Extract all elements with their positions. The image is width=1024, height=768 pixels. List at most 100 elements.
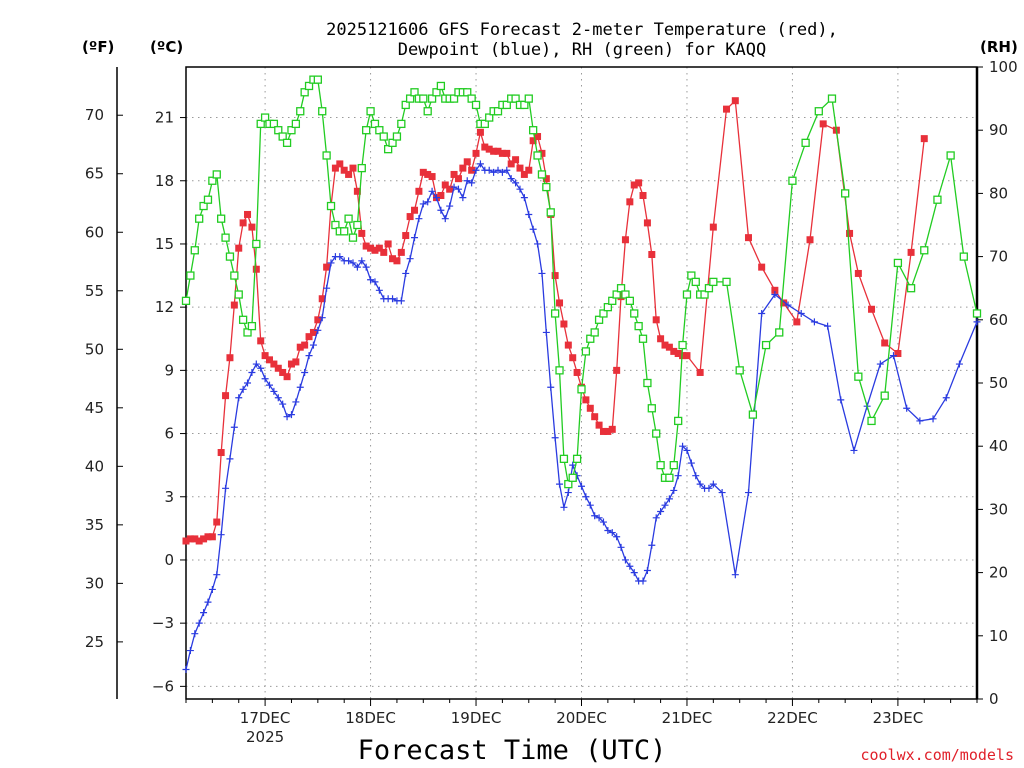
dewpoint-point [973, 318, 981, 326]
temperature-point [551, 272, 559, 280]
temperature-point [731, 97, 739, 105]
temperature-point [626, 198, 634, 206]
temperature-point [560, 320, 568, 328]
dewpoint-point [876, 360, 884, 368]
rh-point [854, 372, 863, 381]
temperature-point [538, 149, 546, 157]
temperature-point [349, 164, 357, 172]
rh-point [550, 309, 560, 318]
rh-point [827, 94, 837, 103]
dewpoint-point [683, 446, 691, 454]
dewpoint-point [630, 569, 638, 577]
dewpoint-point [411, 234, 419, 242]
rh-point [674, 416, 683, 426]
rh-point [480, 119, 489, 129]
dewpoint-point [503, 166, 511, 174]
temperature-point [213, 518, 221, 526]
dewpoint-point [305, 352, 313, 360]
rh-point [203, 195, 213, 204]
rh-point [577, 385, 586, 394]
temperature-point [507, 160, 515, 168]
rh-point [405, 94, 415, 103]
dewpoint-point [371, 278, 379, 286]
celsius-tick-label: 15 [155, 235, 174, 253]
rh-point [647, 404, 656, 413]
rh-point [704, 284, 714, 293]
dewpoint-point [490, 168, 498, 176]
dewpoint-point [538, 269, 546, 277]
credit-label: coolwx.com/models [860, 746, 1014, 764]
rh-point [243, 328, 252, 337]
rh-point [388, 138, 397, 147]
celsius-tick-label: 3 [164, 488, 174, 506]
temperature-point [780, 299, 788, 307]
rh-point [933, 195, 942, 204]
dewpoint-point [424, 198, 432, 206]
temperature-point [556, 299, 564, 307]
rh-point [217, 214, 226, 223]
dewpoint-point [665, 495, 673, 503]
rh-point [392, 132, 402, 141]
dewpoint-point [327, 259, 335, 267]
rh-point [195, 214, 204, 223]
dewpoint-point [498, 168, 506, 176]
dewpoint-point [494, 166, 502, 174]
dewpoint-point [463, 177, 471, 185]
dewpoint-point [525, 210, 533, 218]
temperature-point [446, 185, 454, 193]
rh-point [643, 378, 652, 388]
fahrenheit-tick-label: 30 [85, 574, 104, 592]
rh-point [533, 151, 542, 160]
rh-point [801, 138, 810, 147]
temperature-point [336, 160, 344, 168]
temperature-point [564, 341, 572, 349]
temperature-point [402, 232, 410, 240]
temperature-point [696, 368, 704, 376]
temperature-point [665, 343, 673, 351]
temperature-point [406, 213, 414, 221]
dewpoint-point [459, 194, 467, 202]
temperature-point [582, 396, 590, 404]
temperature-point [358, 229, 366, 237]
rh-point [401, 100, 410, 110]
temperature-point [608, 425, 616, 433]
rh-tick-label: 50 [989, 374, 1008, 392]
dewpoint-point [226, 455, 234, 463]
rh-tick-label: 10 [989, 627, 1008, 645]
dewpoint-point [230, 423, 238, 431]
dewpoint-point [191, 630, 199, 638]
x-tick-label: 17DEC [240, 709, 291, 727]
rh-point [282, 138, 292, 147]
rh-point [687, 271, 696, 280]
temperature-point [415, 187, 423, 195]
dewpoint-point [265, 381, 273, 389]
rh-point [546, 208, 555, 217]
dewpoint-point [604, 526, 612, 534]
temperature-point [411, 206, 419, 214]
rh-point [665, 473, 674, 482]
dewpoint-point [186, 647, 194, 655]
rh-point [326, 201, 336, 211]
rh-point [256, 119, 265, 129]
rh-point [383, 145, 393, 154]
dewpoint-point [406, 255, 414, 263]
rh-point [313, 75, 322, 84]
dewpoint-point [516, 185, 524, 193]
rh-point [247, 321, 257, 331]
dewpoint-point [578, 482, 585, 490]
dewpoint-point [696, 480, 704, 488]
temperature-point [217, 449, 225, 457]
dewpoint-point [670, 486, 678, 494]
temperature-point [481, 143, 489, 151]
dewpoint-point [621, 556, 629, 564]
rh-point [880, 391, 889, 400]
rh-point [529, 126, 538, 135]
rh-point [397, 119, 406, 129]
temperature-point [723, 105, 731, 113]
dewpoint-point [200, 609, 208, 617]
temperature-point [744, 234, 752, 242]
dewpoint-point [771, 291, 779, 299]
dewpoint-point [929, 415, 937, 423]
dewpoint-point [850, 446, 858, 454]
x-axis-label: Forecast Time (UTC) [358, 735, 667, 766]
